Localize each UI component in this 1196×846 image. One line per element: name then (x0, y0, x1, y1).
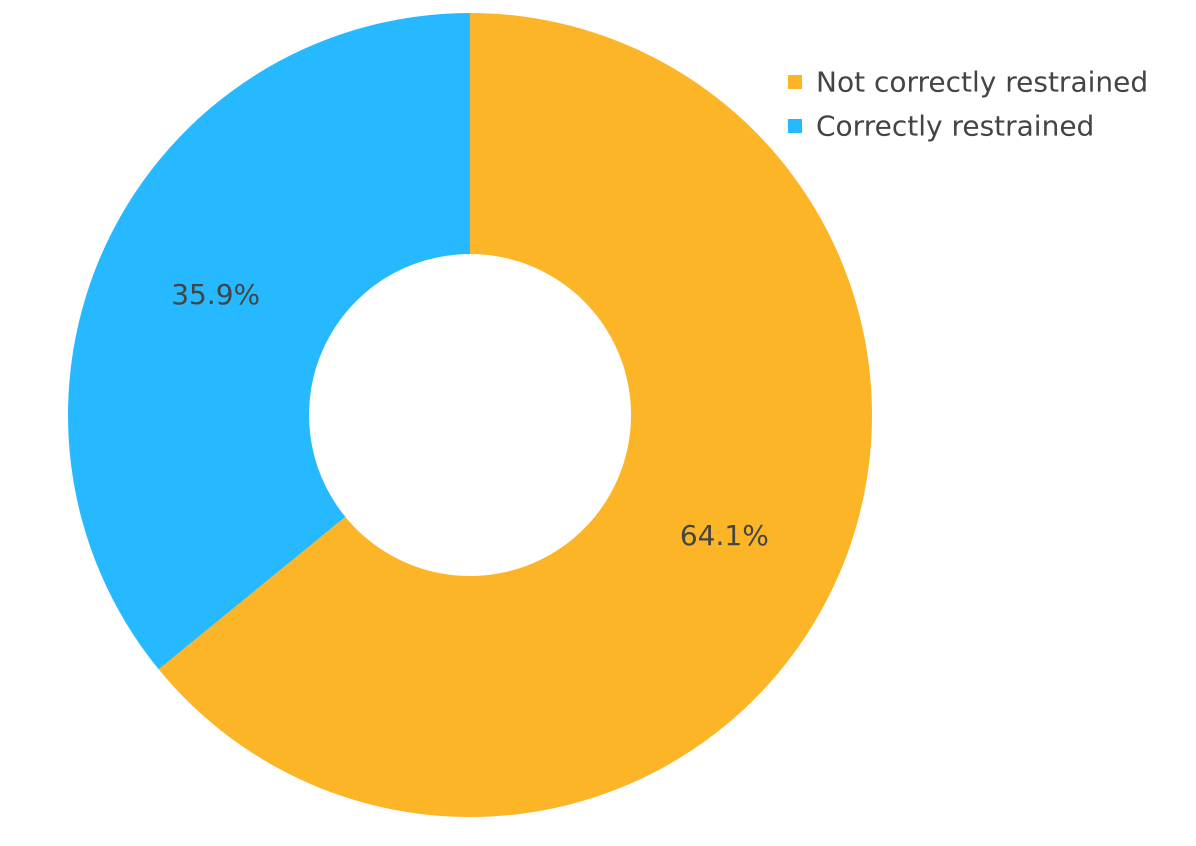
legend-item-1: Not correctly restrained (788, 66, 1148, 99)
chart-legend: Not correctly restrained Correctly restra… (788, 66, 1148, 143)
legend-label-2: Correctly restrained (816, 110, 1094, 143)
slice-1 (158, 13, 872, 817)
chart-slices (67, 13, 872, 817)
legend-swatch-2 (788, 119, 802, 133)
slice-2 (67, 13, 470, 670)
legend-label-1: Not correctly restrained (816, 66, 1148, 99)
slice-label-2: 35.9% (171, 278, 260, 311)
slice-label-1: 64.1% (680, 519, 769, 552)
chart-slice-labels: 64.1% 35.9% (171, 278, 769, 552)
legend-item-2: Correctly restrained (788, 110, 1094, 143)
legend-swatch-1 (788, 75, 802, 89)
